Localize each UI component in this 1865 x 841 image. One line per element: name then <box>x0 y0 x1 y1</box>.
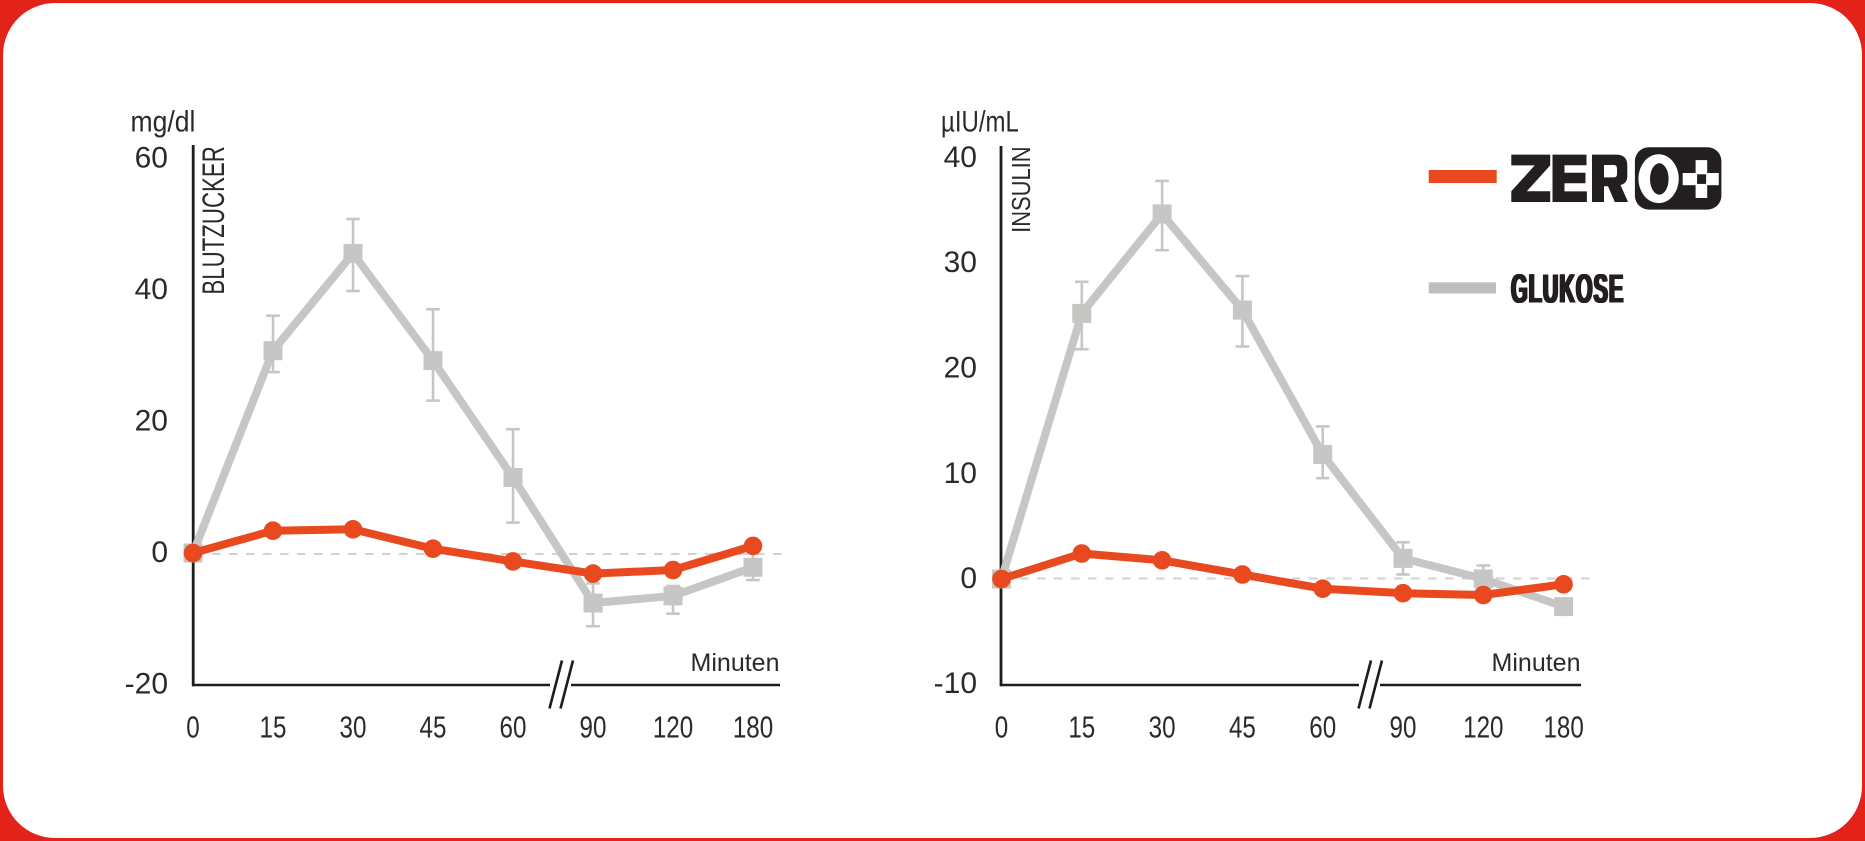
svg-text:15: 15 <box>1068 710 1095 745</box>
svg-text:Minuten: Minuten <box>1492 649 1581 677</box>
svg-text:-10: -10 <box>934 667 977 700</box>
svg-text:GLUKOSE: GLUKOSE <box>1510 266 1623 311</box>
svg-text:120: 120 <box>653 710 693 745</box>
svg-text:GLUKOSE: GLUKOSE <box>1510 266 1623 311</box>
svg-text:0: 0 <box>995 710 1008 745</box>
svg-text:120: 120 <box>1463 710 1503 745</box>
svg-text:GLUKOSE: GLUKOSE <box>1511 266 1624 311</box>
svg-text:40: 40 <box>944 141 977 174</box>
svg-text:20: 20 <box>944 352 977 385</box>
svg-text:45: 45 <box>420 710 447 745</box>
svg-text:60: 60 <box>500 710 527 745</box>
svg-text:45: 45 <box>1229 710 1256 745</box>
svg-text:GLUKOSE: GLUKOSE <box>1512 266 1625 311</box>
svg-text:20: 20 <box>135 404 168 437</box>
svg-text:60: 60 <box>1309 710 1336 745</box>
svg-text:15: 15 <box>260 710 287 745</box>
svg-text:Minuten: Minuten <box>691 649 780 677</box>
svg-text:mg/dl: mg/dl <box>131 105 196 139</box>
svg-text:180: 180 <box>1543 710 1583 745</box>
svg-text:GLUKOSE: GLUKOSE <box>1512 266 1625 311</box>
svg-text:-20: -20 <box>125 667 168 700</box>
svg-text:30: 30 <box>340 710 367 745</box>
svg-text:30: 30 <box>944 246 977 279</box>
svg-text:µIU/mL: µIU/mL <box>941 104 1019 138</box>
svg-text:INSULIN: INSULIN <box>1007 146 1036 232</box>
svg-text:0: 0 <box>151 536 168 569</box>
svg-text:40: 40 <box>135 273 168 306</box>
svg-text:0: 0 <box>960 562 977 595</box>
svg-text:90: 90 <box>580 710 607 745</box>
svg-text:30: 30 <box>1149 710 1176 745</box>
svg-text:0: 0 <box>186 710 199 745</box>
svg-text:BLUTZUCKER: BLUTZUCKER <box>195 146 231 294</box>
svg-text:10: 10 <box>944 457 977 490</box>
svg-text:180: 180 <box>733 710 773 745</box>
svg-text:60: 60 <box>135 141 168 174</box>
svg-text:90: 90 <box>1390 710 1417 745</box>
